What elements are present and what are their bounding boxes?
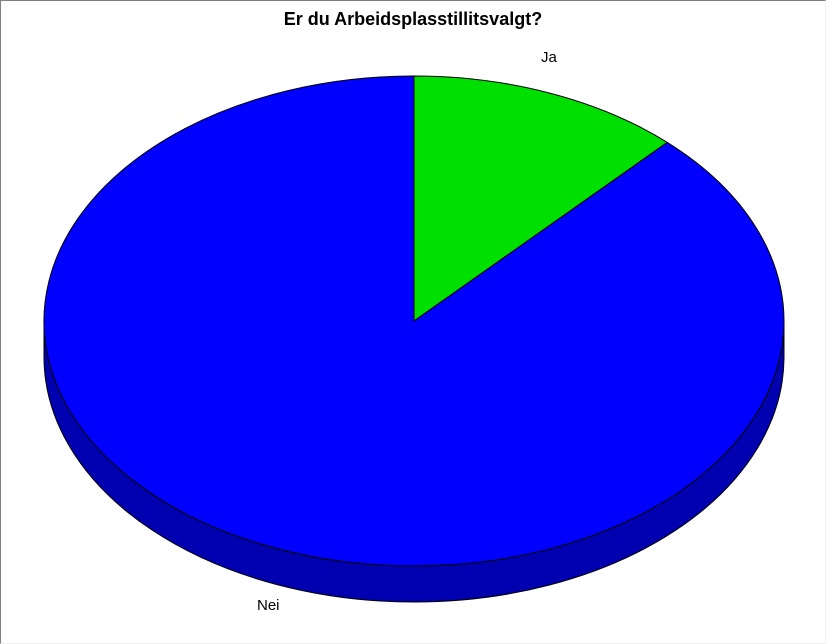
- slice-label-ja: Ja: [541, 49, 557, 66]
- pie-slice: [44, 76, 784, 566]
- chart-frame: Er du Arbeidsplasstillitsvalgt? Ja Nei: [0, 0, 826, 644]
- slice-label-nei: Nei: [257, 597, 280, 614]
- chart-title: Er du Arbeidsplasstillitsvalgt?: [1, 9, 825, 30]
- pie-chart: [1, 1, 825, 643]
